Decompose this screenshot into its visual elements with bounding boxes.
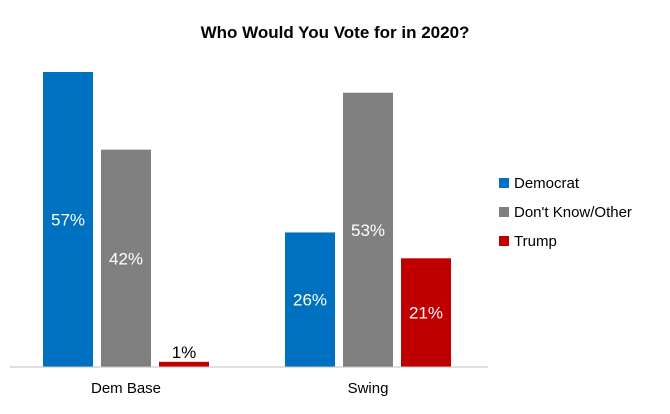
category-label-dem-base: Dem Base [91, 380, 161, 397]
bars-layer: 57% 26% 42% 53% 1% 21% [43, 72, 451, 367]
bar-democrat-dem-base [43, 72, 93, 367]
data-label-trump-dem-base: 1% [172, 343, 197, 362]
legend-label-democrat: Democrat [514, 175, 580, 192]
bar-trump-dem-base [159, 361, 209, 367]
legend-swatch-democrat [499, 178, 509, 188]
legend-label-don-t-know-other: Don't Know/Other [514, 204, 632, 221]
legend-swatch-don-t-know-other [499, 207, 509, 217]
chart-title: Who Would You Vote for in 2020? [201, 23, 470, 42]
data-label-trump-swing: 21% [409, 304, 443, 323]
legend-label-trump: Trump [514, 233, 557, 250]
bar-democrat-swing [285, 232, 335, 367]
bar-trump-swing [401, 258, 451, 367]
category-labels: Dem Base Swing [91, 380, 388, 397]
data-label-don-t-know-other-swing: 53% [351, 221, 385, 240]
legend-swatch-trump [499, 236, 509, 246]
data-label-don-t-know-other-dem-base: 42% [109, 249, 143, 268]
legend: Democrat Don't Know/Other Trump [499, 175, 632, 250]
bar-don-t-know-other-dem-base [101, 149, 151, 367]
data-label-democrat-dem-base: 57% [51, 211, 85, 230]
bar-don-t-know-other-swing [343, 92, 393, 367]
data-label-democrat-swing: 26% [293, 291, 327, 310]
category-label-swing: Swing [348, 380, 389, 397]
